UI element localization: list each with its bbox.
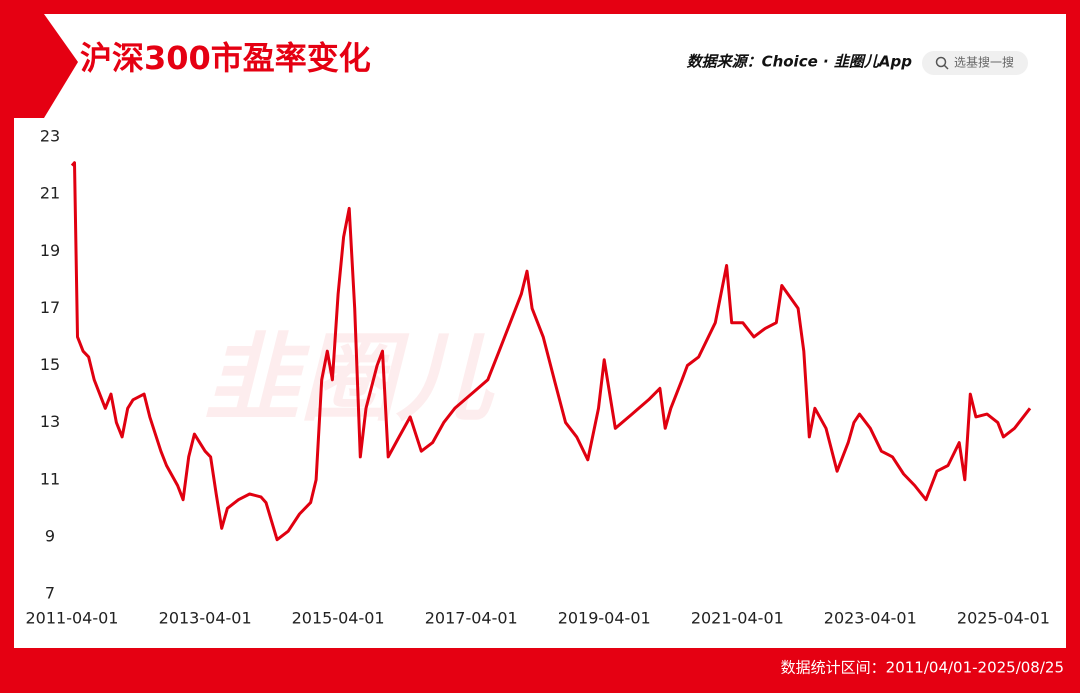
y-tick-label: 15 [40, 355, 60, 374]
x-tick-label: 2019-04-01 [558, 609, 651, 628]
y-tick-label: 13 [40, 412, 60, 431]
y-tick-label: 7 [45, 584, 55, 603]
chart-title: 沪深300市盈率变化 [80, 39, 371, 77]
x-tick-label: 2025-04-01 [957, 609, 1050, 628]
corner-tab [14, 14, 78, 118]
y-tick-label: 17 [40, 298, 60, 317]
pe-line [70, 161, 1032, 542]
watermark: 韭圈儿 [204, 322, 495, 434]
y-tick-label: 23 [40, 127, 60, 146]
x-tick-label: 2023-04-01 [824, 609, 917, 628]
search-placeholder: 选基搜一搜 [954, 55, 1014, 70]
x-tick-label: 2013-04-01 [159, 609, 252, 628]
y-tick-label: 19 [40, 241, 60, 260]
footer: 数据统计区间：2011/04/01-2025/08/25 [781, 659, 1064, 677]
search-icon [935, 56, 947, 68]
y-tick-label: 21 [40, 184, 60, 203]
y-tick-label: 9 [45, 526, 55, 545]
search-icon [943, 64, 949, 70]
search-box[interactable] [922, 51, 1028, 75]
y-tick-label: 11 [40, 469, 60, 488]
source: 数据来源：Choice · 韭圈儿App [687, 53, 913, 71]
x-tick-label: 2021-04-01 [691, 609, 784, 628]
x-tick-label: 2011-04-01 [26, 609, 119, 628]
x-tick-label: 2017-04-01 [425, 609, 518, 628]
x-tick-label: 2015-04-01 [292, 609, 385, 628]
